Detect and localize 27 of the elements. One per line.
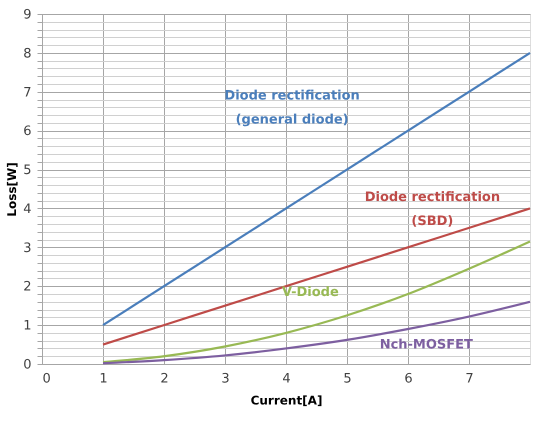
y-tick-label: 8	[23, 46, 32, 62]
y-axis-title: Loss[W]	[5, 162, 20, 217]
x-tick-label: 1	[99, 372, 108, 386]
x-tick-label: 2	[160, 372, 169, 386]
y-tick-label: 1	[23, 318, 32, 334]
y-tick-label: 3	[23, 240, 32, 256]
y-tick-label: 0	[23, 358, 32, 372]
x-tick-label: 3	[221, 372, 230, 386]
x-tick-label: 0	[42, 372, 51, 386]
y-tick-label: 7	[23, 85, 32, 100]
x-axis-title: Current[A]	[250, 394, 322, 408]
y-tick-label: 5	[23, 163, 32, 178]
y-tick-label: 6	[23, 124, 32, 140]
y-tick-label: 4	[23, 202, 32, 217]
series-label: Diode rectification (SBD)	[364, 190, 500, 229]
text: Diode rectification (general diode)	[224, 88, 360, 128]
x-tick-label: 7	[465, 372, 474, 386]
y-tick-label: 9	[23, 8, 32, 22]
line-series	[102, 300, 532, 364]
x-tick-label: 6	[404, 372, 413, 386]
y-tick-label: 2	[23, 280, 32, 295]
x-tick-label: 4	[282, 372, 291, 386]
line-series	[102, 52, 532, 326]
series-label: Nch-MOSFET	[380, 338, 474, 353]
line-series	[102, 240, 532, 364]
series-label: V-Diode	[282, 285, 339, 300]
x-tick-label: 5	[343, 372, 352, 386]
